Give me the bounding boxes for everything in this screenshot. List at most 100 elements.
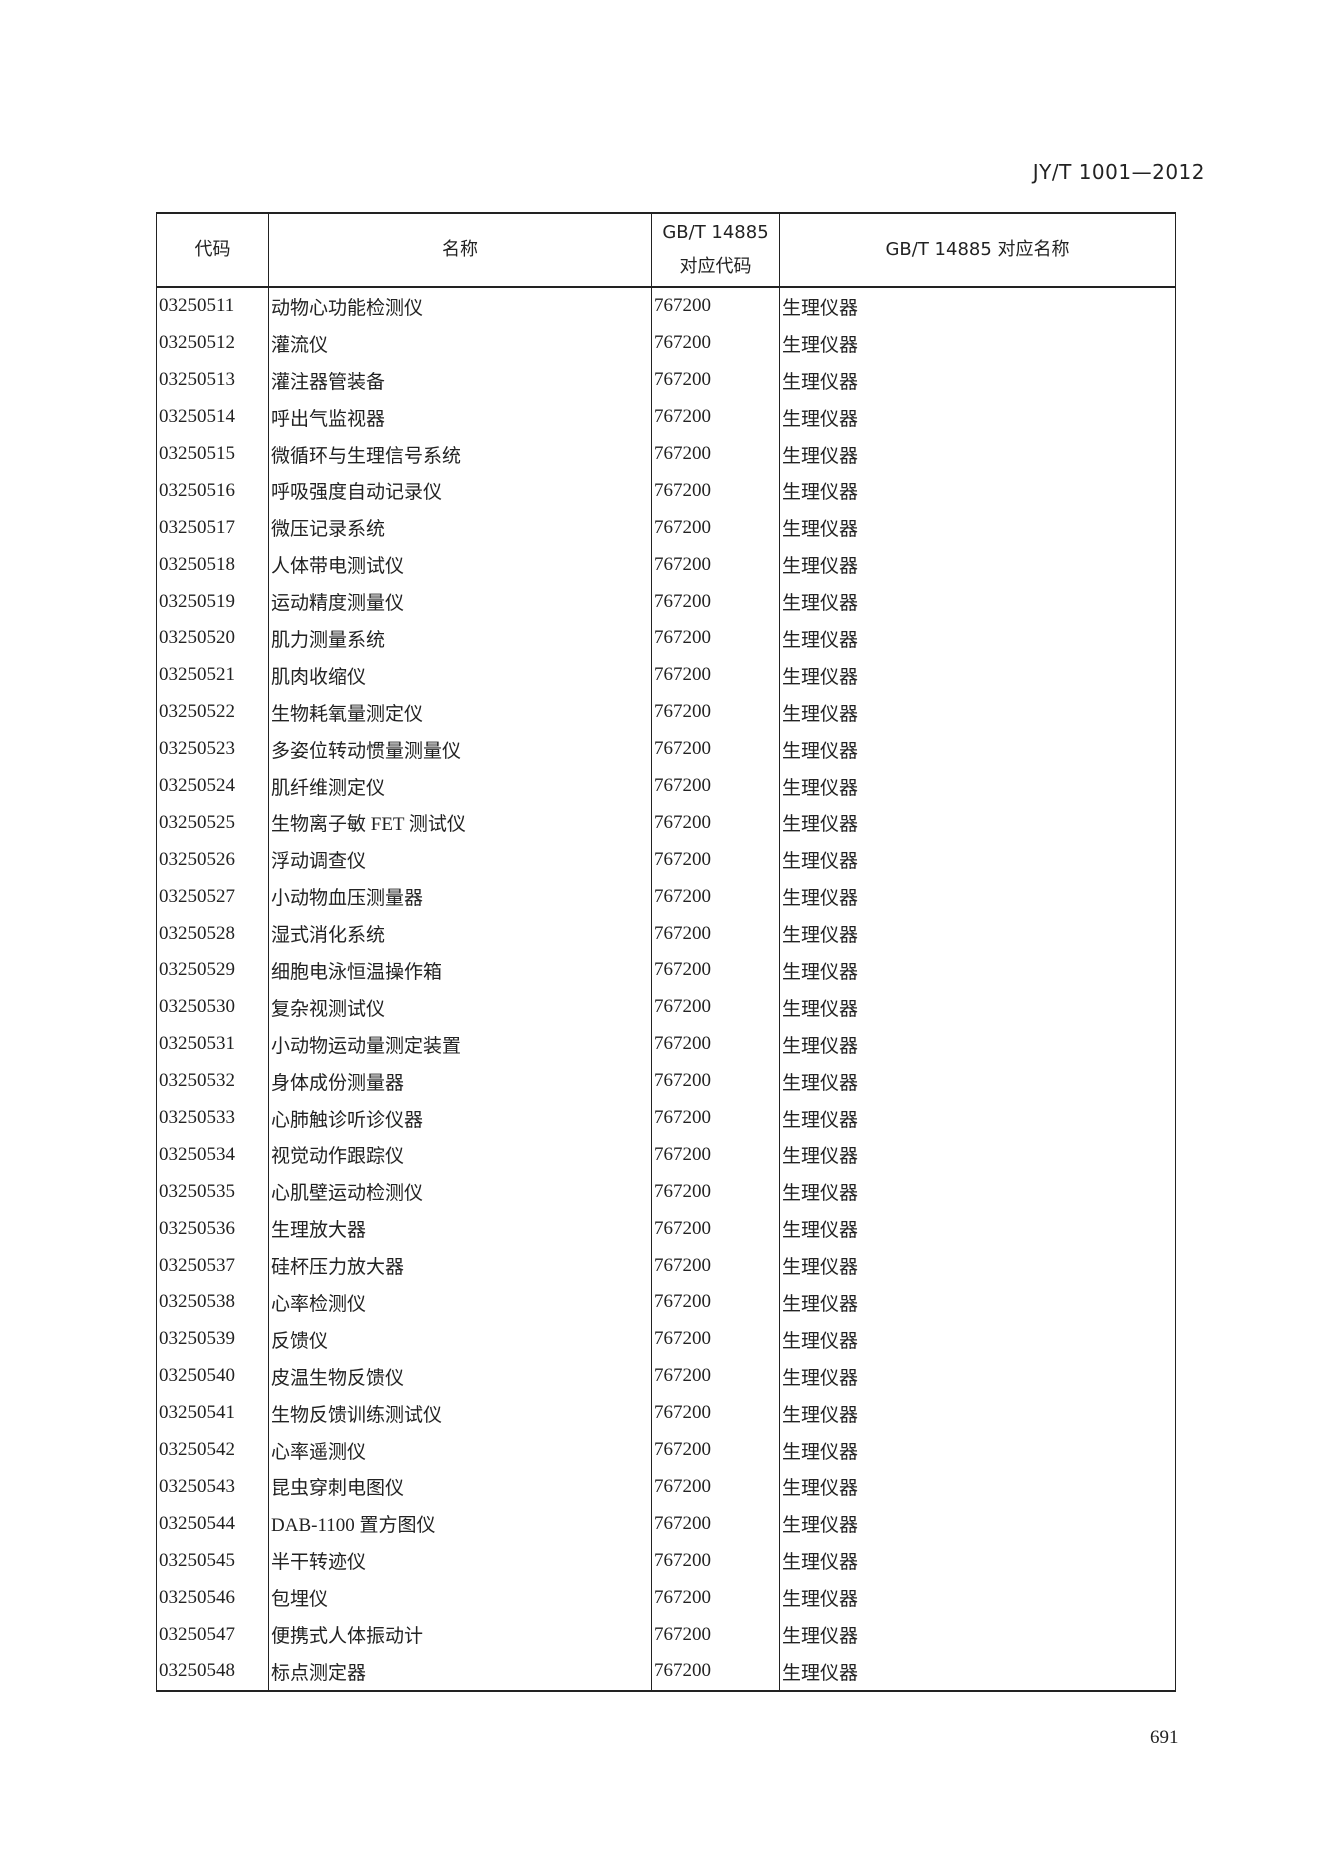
cell-name: 灌流仪: [268, 324, 652, 362]
cell-name: 生物离子敏 FET 测试仪: [268, 804, 652, 842]
cell-code: 03250534: [156, 1136, 269, 1174]
cell-gb-code: 767200: [651, 435, 780, 473]
cell-code: 03250529: [156, 952, 269, 989]
cell-gb-name: 生理仪器: [779, 1357, 1176, 1395]
cell-name: 肌力测量系统: [268, 620, 652, 657]
cell-name: 细胞电泳恒温操作箱: [268, 952, 652, 989]
code-table: 代码 名称 GB/T 14885 对应代码 GB/T 14885 对应名称 032…: [156, 212, 1176, 1692]
cell-gb-code: 767200: [651, 1579, 780, 1617]
cell-code: 03250523: [156, 730, 269, 768]
cell-name: 人体带电测试仪: [268, 546, 652, 584]
cell-name: 呼吸强度自动记录仪: [268, 472, 652, 510]
cell-name: 肌纤维测定仪: [268, 767, 652, 805]
cell-gb-code: 767200: [651, 915, 780, 953]
table-row: 03250526 浮动调查仪 767200 生理仪器: [156, 841, 1176, 879]
cell-gb-code: 767200: [651, 952, 780, 989]
table-row: 03250546 包埋仪 767200 生理仪器: [156, 1579, 1176, 1617]
table-row: 03250530 复杂视测试仪 767200 生理仪器: [156, 988, 1176, 1026]
cell-code: 03250543: [156, 1468, 269, 1506]
cell-gb-name: 生理仪器: [779, 1616, 1176, 1653]
table-row: 03250515 微循环与生理信号系统 767200 生理仪器: [156, 435, 1176, 473]
cell-code: 03250535: [156, 1173, 269, 1211]
cell-code: 03250519: [156, 583, 269, 621]
header-code: 代码: [156, 213, 269, 288]
page-number: 691: [1150, 1727, 1179, 1748]
cell-code: 03250545: [156, 1542, 269, 1580]
cell-gb-code: 767200: [651, 583, 780, 621]
cell-code: 03250542: [156, 1431, 269, 1469]
table-row: 03250531 小动物运动量测定装置 767200 生理仪器: [156, 1025, 1176, 1063]
cell-gb-code: 767200: [651, 509, 780, 547]
cell-gb-name: 生理仪器: [779, 1247, 1176, 1285]
cell-gb-name: 生理仪器: [779, 1025, 1176, 1063]
cell-gb-code: 767200: [651, 472, 780, 510]
table-row: 03250543 昆虫穿刺电图仪 767200 生理仪器: [156, 1468, 1176, 1506]
cell-code: 03250548: [156, 1652, 269, 1691]
cell-gb-code: 767200: [651, 1062, 780, 1100]
cell-code: 03250530: [156, 988, 269, 1026]
cell-name: 身体成份测量器: [268, 1062, 652, 1100]
cell-gb-code: 767200: [651, 730, 780, 768]
cell-name: 灌注器管装备: [268, 361, 652, 399]
cell-gb-name: 生理仪器: [779, 656, 1176, 694]
cell-gb-name: 生理仪器: [779, 583, 1176, 621]
table-row: 03250542 心率遥测仪 767200 生理仪器: [156, 1431, 1176, 1469]
table-row: 03250511 动物心功能检测仪 767200 生理仪器: [156, 287, 1176, 325]
cell-gb-code: 767200: [651, 841, 780, 879]
cell-gb-code: 767200: [651, 324, 780, 362]
cell-gb-code: 767200: [651, 546, 780, 584]
cell-gb-code: 767200: [651, 287, 780, 325]
cell-name: 生物耗氧量测定仪: [268, 693, 652, 731]
cell-gb-name: 生理仪器: [779, 435, 1176, 473]
header-gb-code: GB/T 14885 对应代码: [651, 213, 780, 288]
cell-gb-name: 生理仪器: [779, 361, 1176, 399]
cell-gb-name: 生理仪器: [779, 1062, 1176, 1100]
cell-gb-code: 767200: [651, 656, 780, 694]
cell-gb-code: 767200: [651, 767, 780, 805]
cell-gb-name: 生理仪器: [779, 1579, 1176, 1617]
cell-gb-code: 767200: [651, 988, 780, 1026]
table-header-row: 代码 名称 GB/T 14885 对应代码 GB/T 14885 对应名称: [156, 213, 1176, 288]
header-gb-code-line2: 对应代码: [679, 256, 752, 277]
cell-gb-name: 生理仪器: [779, 1136, 1176, 1174]
table-row: 03250532 身体成份测量器 767200 生理仪器: [156, 1062, 1176, 1100]
cell-code: 03250541: [156, 1394, 269, 1432]
cell-gb-name: 生理仪器: [779, 472, 1176, 510]
cell-gb-name: 生理仪器: [779, 1320, 1176, 1358]
cell-name: 呼出气监视器: [268, 398, 652, 436]
table-row: 03250520 肌力测量系统 767200 生理仪器: [156, 620, 1176, 657]
cell-gb-name: 生理仪器: [779, 1394, 1176, 1432]
cell-code: 03250544: [156, 1505, 269, 1543]
cell-gb-code: 767200: [651, 1652, 780, 1691]
cell-name: 便携式人体振动计: [268, 1616, 652, 1653]
cell-gb-name: 生理仪器: [779, 287, 1176, 325]
cell-gb-code: 767200: [651, 1173, 780, 1211]
table-row: 03250523 多姿位转动惯量测量仪 767200 生理仪器: [156, 730, 1176, 768]
cell-code: 03250539: [156, 1320, 269, 1358]
cell-name: 动物心功能检测仪: [268, 287, 652, 325]
cell-gb-name: 生理仪器: [779, 767, 1176, 805]
cell-name: 微压记录系统: [268, 509, 652, 547]
cell-code: 03250533: [156, 1099, 269, 1137]
cell-code: 03250526: [156, 841, 269, 879]
cell-gb-name: 生理仪器: [779, 878, 1176, 916]
cell-name: 心率遥测仪: [268, 1431, 652, 1469]
header-name: 名称: [268, 213, 652, 288]
cell-gb-name: 生理仪器: [779, 1431, 1176, 1469]
cell-code: 03250513: [156, 361, 269, 399]
table-row: 03250545 半干转迹仪 767200 生理仪器: [156, 1542, 1176, 1580]
table-row: 03250517 微压记录系统 767200 生理仪器: [156, 509, 1176, 547]
cell-gb-code: 767200: [651, 804, 780, 842]
cell-code: 03250537: [156, 1247, 269, 1285]
table-row: 03250525 生物离子敏 FET 测试仪 767200 生理仪器: [156, 804, 1176, 842]
cell-gb-name: 生理仪器: [779, 952, 1176, 989]
table-row: 03250547 便携式人体振动计 767200 生理仪器: [156, 1616, 1176, 1653]
cell-name: 半干转迹仪: [268, 1542, 652, 1580]
cell-name: 运动精度测量仪: [268, 583, 652, 621]
table-row: 03250512 灌流仪 767200 生理仪器: [156, 324, 1176, 362]
cell-code: 03250524: [156, 767, 269, 805]
cell-gb-name: 生理仪器: [779, 1173, 1176, 1211]
cell-gb-code: 767200: [651, 693, 780, 731]
cell-name: 心肌壁运动检测仪: [268, 1173, 652, 1211]
cell-code: 03250515: [156, 435, 269, 473]
